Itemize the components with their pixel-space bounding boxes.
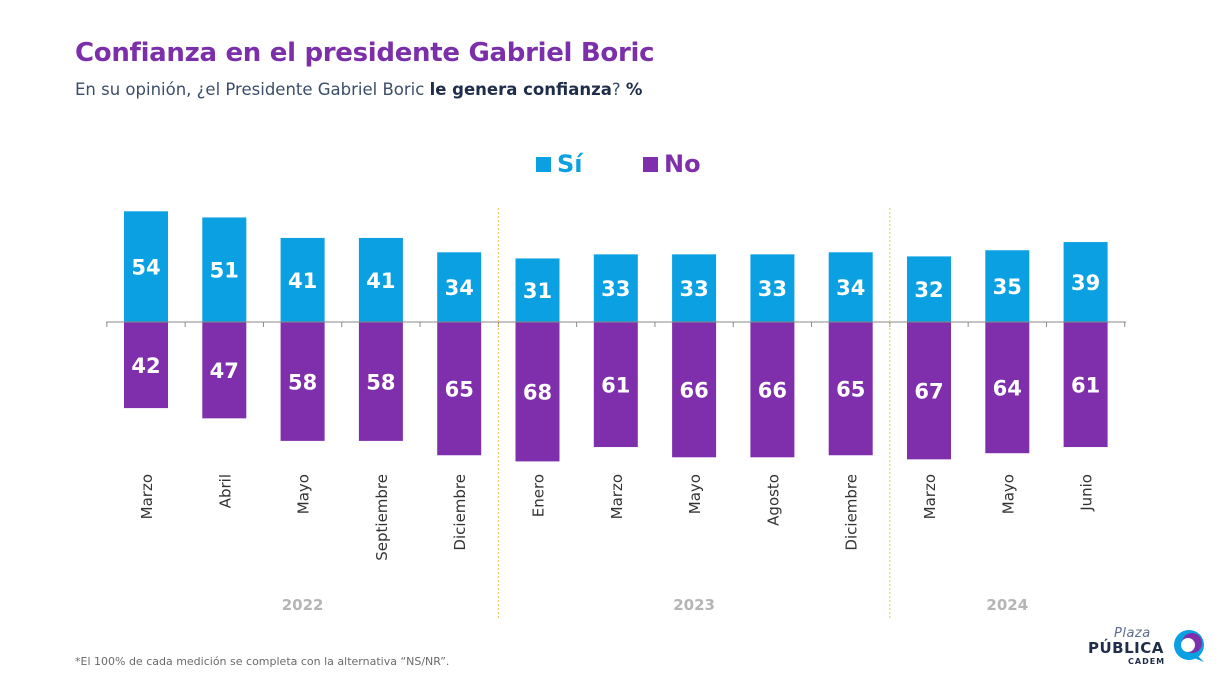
- logo-text-plaza: Plaza: [1114, 626, 1151, 641]
- bar-no: [985, 322, 1030, 454]
- data-label-no: 65: [836, 378, 865, 402]
- bar-si: [437, 252, 482, 322]
- logo-text-cadem: CADEM: [1128, 657, 1166, 666]
- subtitle-prefix: En su opinión, ¿el Presidente Gabriel Bo…: [75, 80, 430, 99]
- data-label-si: 34: [836, 276, 865, 300]
- subtitle-unit: %: [625, 80, 643, 99]
- bar-si: [593, 254, 638, 322]
- bar-si: [515, 258, 560, 322]
- data-label-no: 64: [993, 377, 1022, 401]
- bar-no: [750, 322, 795, 458]
- category-label: Abril: [216, 474, 234, 508]
- data-label-no: 47: [210, 359, 239, 383]
- bar-si: [280, 237, 325, 322]
- data-label-no: 58: [366, 370, 395, 394]
- bar-si: [358, 237, 403, 322]
- data-label-no: 58: [288, 370, 317, 394]
- bar-no: [358, 322, 403, 441]
- subtitle-emphasis: le genera confianza: [429, 80, 612, 99]
- bar-no: [593, 322, 638, 448]
- bar-no: [672, 322, 717, 458]
- bar-si: [202, 217, 247, 322]
- year-label: 2022: [282, 596, 324, 614]
- legend-label-no: No: [664, 150, 701, 178]
- data-label-si: 33: [758, 277, 787, 301]
- category-label: Mayo: [295, 474, 313, 514]
- category-label: Junio: [1078, 474, 1096, 512]
- legend-label-si: Sí: [557, 150, 583, 178]
- subtitle-suffix: ?: [611, 80, 626, 99]
- category-label: Marzo: [921, 474, 939, 519]
- chart-legend: Sí No: [0, 150, 1226, 180]
- legend-item-no: No: [643, 150, 701, 178]
- data-label-no: 66: [758, 379, 787, 403]
- bar-si: [672, 254, 717, 322]
- chart-title: Confianza en el presidente Gabriel Boric: [75, 38, 655, 68]
- data-label-si: 35: [993, 275, 1022, 299]
- bar-no: [124, 322, 168, 409]
- data-label-no: 68: [523, 381, 552, 405]
- data-label-si: 32: [914, 278, 943, 302]
- data-label-si: 51: [210, 259, 239, 283]
- year-label: 2023: [673, 596, 715, 614]
- bar-si: [985, 250, 1030, 322]
- data-label-no: 65: [445, 378, 474, 402]
- category-label: Diciembre: [843, 474, 861, 551]
- bar-no: [437, 322, 482, 456]
- bar-no: [1063, 322, 1108, 448]
- bar-no: [202, 322, 247, 419]
- data-label-si: 33: [679, 277, 708, 301]
- data-label-si: 54: [131, 256, 160, 280]
- bar-si: [907, 256, 951, 322]
- data-label-no: 67: [914, 380, 943, 404]
- category-label: Marzo: [608, 474, 626, 519]
- legend-item-si: Sí: [536, 150, 583, 178]
- data-label-no: 61: [1071, 374, 1100, 398]
- category-label: Septiembre: [373, 474, 391, 561]
- data-label-si: 41: [366, 269, 395, 293]
- plaza-publica-logo: Plaza PÚBLICA CADEM: [1086, 626, 1206, 672]
- data-label-si: 34: [445, 276, 474, 300]
- bar-chart: 54 42 51 47 41 58 41 58 34 65 31 68 33 61 33 66 33 66 34 65…: [106, 208, 1126, 620]
- bar-si: [1063, 242, 1108, 322]
- category-label: Enero: [530, 474, 548, 517]
- legend-swatch-si: [536, 156, 551, 172]
- bar-no: [907, 322, 951, 460]
- data-label-si: 31: [523, 279, 552, 303]
- data-label-no: 66: [679, 379, 708, 403]
- category-label: Diciembre: [451, 474, 469, 551]
- bar-si: [828, 252, 873, 322]
- data-label-no: 61: [601, 374, 630, 398]
- category-label: Mayo: [686, 474, 704, 514]
- data-label-si: 41: [288, 269, 317, 293]
- data-label-no: 42: [131, 354, 160, 378]
- bar-si: [124, 211, 168, 322]
- data-label-si: 33: [601, 277, 630, 301]
- category-label: Mayo: [999, 474, 1017, 514]
- bar-si: [750, 254, 795, 322]
- bar-no: [828, 322, 873, 456]
- category-label: Agosto: [764, 474, 782, 526]
- bar-no: [515, 322, 560, 462]
- bar-no: [280, 322, 325, 441]
- logo-speech-bubble-icon: [1174, 630, 1204, 662]
- logo-text-publica: PÚBLICA: [1088, 639, 1164, 657]
- category-label: Marzo: [138, 474, 156, 519]
- footnote: *El 100% de cada medición se completa co…: [75, 655, 450, 668]
- data-label-si: 39: [1071, 271, 1100, 295]
- year-label: 2024: [986, 596, 1028, 614]
- chart-subtitle: En su opinión, ¿el Presidente Gabriel Bo…: [75, 80, 642, 99]
- legend-swatch-no: [643, 156, 658, 172]
